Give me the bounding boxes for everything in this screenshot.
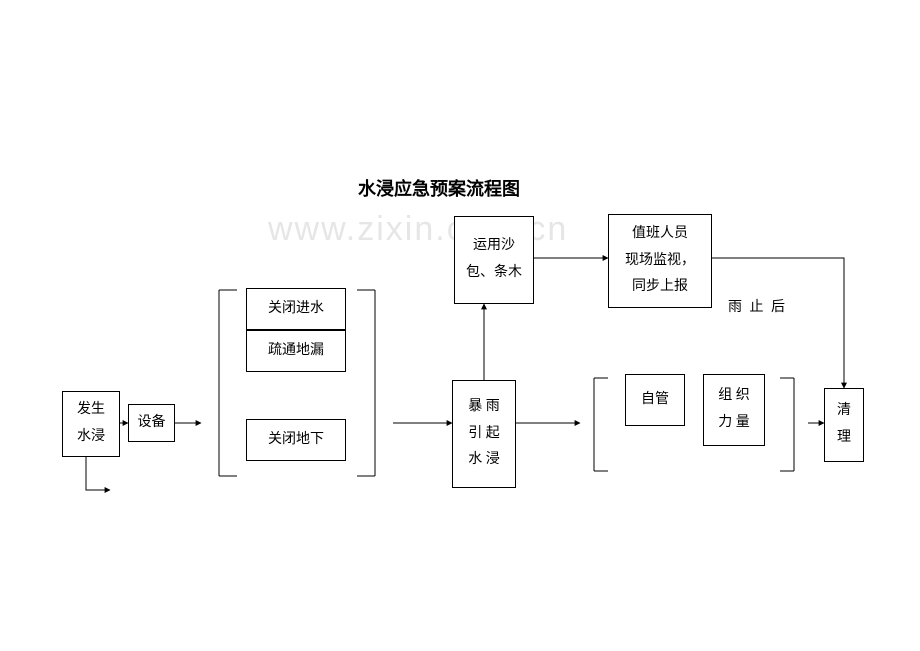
node-n_drain: 疏通地漏 [246,330,346,372]
node-n_sand: 运用沙 包、条木 [454,216,534,304]
node-n_equip: 设备 [128,404,175,442]
edge-label: 雨 止 后 [728,296,787,316]
node-n_duty: 值班人员 现场监视， 同步上报 [608,214,712,308]
node-n_org: 组 织 力 量 [703,374,765,446]
node-n_close_in: 关闭进水 [246,288,346,330]
node-n_rain: 暴 雨 引 起 水 浸 [452,380,516,488]
node-n_clean: 清 理 [824,388,864,462]
node-n_close_u: 关闭地下 [246,419,346,461]
node-n_event: 发生 水浸 [62,391,120,457]
diagram-title: 水浸应急预案流程图 [358,175,520,201]
edges-layer [0,0,920,651]
node-n_self: 自管 [625,374,685,426]
